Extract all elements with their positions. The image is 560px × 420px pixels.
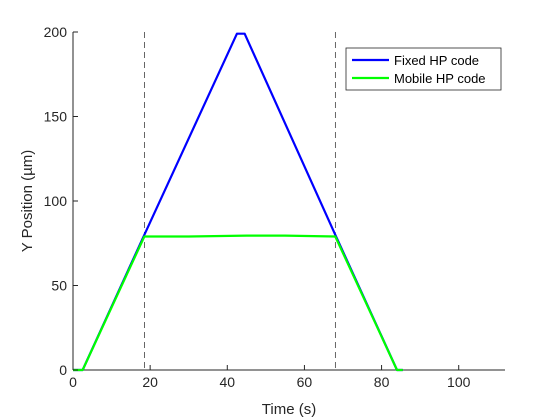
x-tick-label: 100 bbox=[447, 374, 471, 390]
axis-ticks bbox=[72, 31, 460, 371]
legend-box bbox=[345, 47, 502, 91]
x-tick-label: 20 bbox=[142, 374, 158, 390]
y-axis-label: Y Position (µm) bbox=[19, 150, 36, 253]
x-axis-label: Time (s) bbox=[262, 401, 316, 418]
y-tick-label: 150 bbox=[44, 109, 68, 125]
x-tick-labels: 0 20 40 60 80 100 bbox=[69, 374, 471, 390]
legend-entry: Mobile HP code bbox=[394, 71, 486, 86]
legend: Fixed HP code Mobile HP code bbox=[345, 47, 502, 91]
series-line-mobile-hp bbox=[73, 234, 403, 372]
y-tick-label: 100 bbox=[44, 193, 68, 209]
y-tick-label: 50 bbox=[51, 278, 67, 294]
x-tick-label: 0 bbox=[69, 374, 77, 390]
plot-area bbox=[72, 32, 505, 372]
y-tick-label: 0 bbox=[59, 362, 67, 378]
x-tick-label: 60 bbox=[297, 374, 313, 390]
legend-entry: Fixed HP code bbox=[394, 53, 479, 68]
y-tick-labels: 0 50 100 150 200 bbox=[44, 24, 68, 378]
x-tick-label: 40 bbox=[219, 374, 235, 390]
x-tick-label: 80 bbox=[374, 374, 390, 390]
y-tick-label: 200 bbox=[44, 24, 68, 40]
